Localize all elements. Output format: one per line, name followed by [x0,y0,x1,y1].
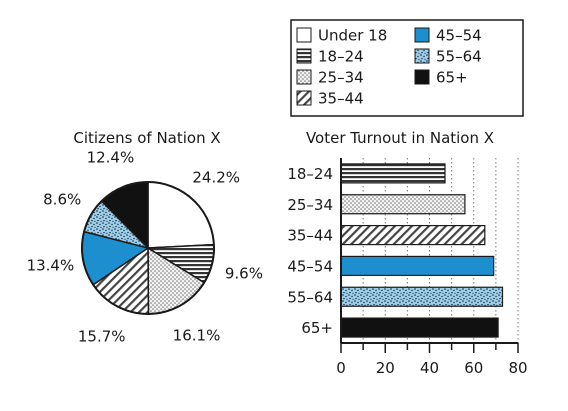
legend-label-4: 45–54 [436,27,482,45]
bar-2 [340,224,486,246]
bar-5 [340,317,499,338]
legend-label-6: 65+ [436,69,468,87]
pie-label-3: 15.7% [78,328,126,346]
bar-category-label-4: 55–64 [287,288,333,306]
legend-label-1: 18–24 [318,48,364,66]
bar-category-label-2: 35–44 [287,227,333,245]
bar-tick-label-3: 60 [464,359,483,377]
pie-outline [81,181,215,315]
pie-label-1: 9.6% [225,265,263,283]
pie-labels: 24.2% 9.6% 16.1% 15.7% 13.4% 8.6% 12.4% [27,148,263,345]
legend-label-2: 25–34 [318,69,364,87]
pie-label-4: 13.4% [27,257,75,275]
bar-axes [340,158,519,353]
legend-label-3: 35–44 [318,90,364,108]
bar-category-label-1: 25–34 [287,196,333,214]
pie-label-5: 8.6% [43,191,81,209]
legend-swatch-1 [296,48,312,64]
bar-chart: Voter Turnout in Nation X 18–24 25–34 35–4… [287,129,527,377]
pie-slices [81,181,215,315]
pie-chart: Citizens of Nation X 24.2% 9.6% 16.1% 15.7%… [27,129,263,346]
bar-category-labels: 18–24 25–34 35–44 45–54 55–64 65+ [287,165,333,337]
legend-swatch-3 [296,90,312,106]
bar-tick-label-2: 40 [420,359,439,377]
bar-tick-label-0: 0 [336,359,346,377]
legend: Under 18 18–24 25–34 35–44 45–54 55–64 65+ [290,19,524,117]
bar-tick-labels: 0 20 40 60 80 [336,359,527,377]
bar-bars [340,163,504,338]
bar-title: Voter Turnout in Nation X [306,129,494,147]
bar-tick-label-1: 20 [376,359,395,377]
legend-frame [290,19,524,117]
pie-label-2: 16.1% [173,326,221,344]
bar-4 [340,286,504,307]
legend-swatch-5 [414,48,430,64]
bar-3 [340,255,495,277]
bar-tick-label-4: 80 [508,359,527,377]
pie-label-6: 12.4% [87,148,135,166]
legend-swatch-0 [296,27,312,43]
legend-swatch-2 [296,69,312,85]
bar-grid [362,158,519,343]
bar-category-label-3: 45–54 [287,257,333,275]
pie-title: Citizens of Nation X [73,129,220,147]
legend-items: Under 18 18–24 25–34 35–44 45–54 55–64 65+ [296,27,482,108]
legend-swatch-4 [414,27,430,43]
legend-label-5: 55–64 [436,48,482,66]
bar-0 [340,163,446,184]
bar-1 [340,194,466,215]
bar-category-label-5: 65+ [301,319,333,337]
bar-category-label-0: 18–24 [287,165,333,183]
legend-label-0: Under 18 [318,27,387,45]
legend-swatch-6 [414,69,430,85]
pie-label-0: 24.2% [192,168,240,186]
